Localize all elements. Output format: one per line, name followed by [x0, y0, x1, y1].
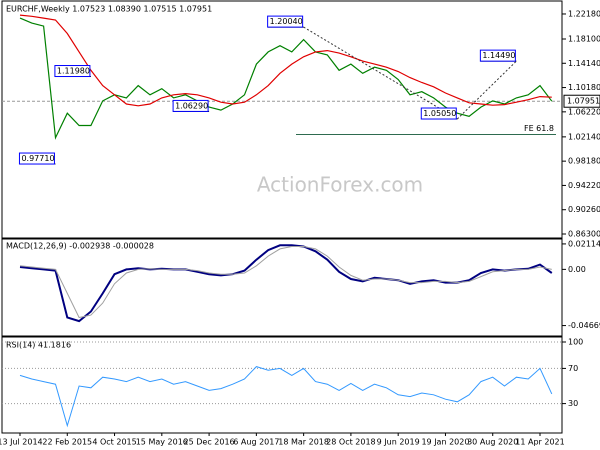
last-price-label: 1.07951 — [567, 97, 600, 106]
panel-frame — [1, 237, 563, 337]
annotation-box — [420, 107, 457, 120]
panel-frame — [1, 336, 563, 434]
annotation-label: 0.97710 — [21, 154, 54, 163]
y-tick-label: 30 — [568, 399, 578, 408]
x-tick-label: 30 Aug 2020 — [467, 438, 518, 447]
panel-title: RSI(14) 41.1816 — [6, 341, 71, 350]
series-line — [19, 244, 553, 323]
y-tick-label: 1.14140 — [568, 59, 600, 68]
y-tick-label: 100 — [568, 338, 583, 347]
y-tick-label: 1.02140 — [568, 132, 600, 141]
x-tick-label: 19 Jan 2020 — [421, 438, 469, 447]
series-line — [19, 366, 553, 428]
y-tick-label: 0.021146 — [568, 239, 600, 248]
trend-line — [303, 26, 458, 120]
x-tick-label: 9 Jun 2019 — [377, 438, 420, 447]
y-tick-label: 1.18100 — [568, 34, 600, 43]
series-line — [19, 14, 552, 107]
y-tick-label: 0.98180 — [568, 157, 600, 166]
annotation-box — [479, 49, 516, 62]
trend-line — [456, 60, 517, 120]
x-tick-label: 28 Oct 2018 — [326, 438, 375, 447]
y-tick-label: 0.90260 — [568, 205, 600, 214]
x-tick-label: 13 Jul 2014 — [0, 438, 43, 447]
y-tick-label: 1.06220 — [568, 107, 600, 116]
y-tick-label: 1.10180 — [568, 83, 600, 92]
panel-title: EURCHF,Weekly 1.07523 1.08390 1.07515 1.… — [6, 5, 212, 14]
y-tick-label: 0.00 — [568, 265, 586, 274]
x-tick-label: 15 May 2016 — [136, 438, 188, 447]
annotation-label: 1.20040 — [270, 17, 303, 26]
y-tick-label: -0.046699 — [568, 321, 600, 330]
y-tick-label: 1.22180 — [568, 9, 600, 18]
panel-title: MACD(12,26,9) -0.002938 -0.000028 — [6, 242, 154, 251]
y-tick-label: 70 — [568, 364, 578, 373]
watermark: ActionForex.com — [257, 173, 423, 197]
y-tick-label: 0.94220 — [568, 181, 600, 190]
annotation-box — [18, 152, 55, 165]
last-price-box — [563, 94, 600, 108]
series-line — [19, 246, 552, 319]
x-tick-label: 22 Feb 2015 — [42, 438, 92, 447]
x-tick-label: 11 Apr 2021 — [515, 438, 564, 447]
annotation-box — [172, 99, 209, 112]
fe-label: FE 61.8 — [524, 124, 554, 133]
annotation-label: 1.11980 — [57, 67, 90, 76]
annotation-label: 1.06290 — [175, 101, 208, 110]
x-tick-label: 4 Oct 2015 — [92, 438, 136, 447]
panel-frame — [1, 0, 563, 240]
x-tick-label: 6 Aug 2017 — [233, 438, 279, 447]
annotation-box — [267, 15, 304, 28]
x-tick-label: 25 Dec 2016 — [184, 438, 235, 447]
annotation-label: 1.14490 — [482, 51, 515, 60]
x-tick-label: 18 Mar 2018 — [278, 438, 329, 447]
y-tick-label: 0.86300 — [568, 229, 600, 238]
annotation-box — [54, 65, 91, 78]
annotation-label: 1.05050 — [423, 109, 456, 118]
series-line — [19, 17, 553, 140]
